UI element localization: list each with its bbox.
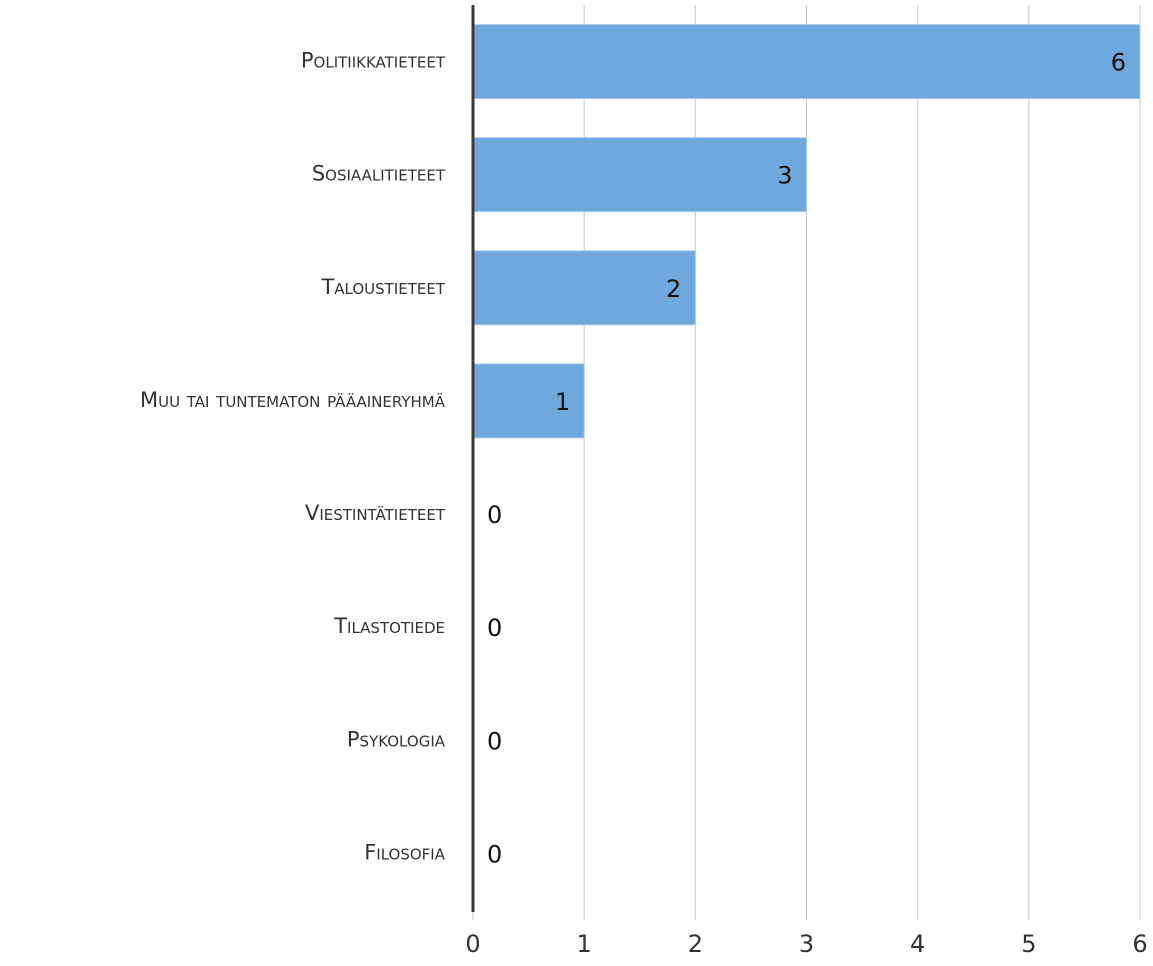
data-label: 2 — [666, 275, 681, 303]
data-label: 1 — [555, 388, 570, 416]
x-tick-label: 6 — [1132, 930, 1147, 958]
bar — [472, 250, 696, 326]
x-tick-label: 2 — [688, 930, 703, 958]
y-tick-label: Tilastotiede — [333, 614, 445, 638]
y-tick-label: Sosiaalitieteet — [312, 162, 446, 186]
data-label: 0 — [487, 501, 502, 529]
data-label: 6 — [1111, 49, 1126, 77]
x-tick-label: 0 — [465, 930, 480, 958]
data-label: 0 — [487, 614, 502, 642]
data-label: 0 — [487, 727, 502, 755]
y-tick-label: Viestintätieteet — [305, 501, 446, 525]
y-tick-label: Psykologia — [347, 727, 446, 751]
x-tick-label: 1 — [577, 930, 592, 958]
y-tick-label: Politiikkatieteet — [301, 49, 446, 73]
bar — [472, 24, 1141, 100]
y-tick-label: Filosofia — [364, 840, 446, 864]
data-label: 3 — [777, 162, 792, 190]
y-tick-label: Muu tai tuntematon pääaineryhmä — [140, 388, 446, 412]
data-label: 0 — [487, 840, 502, 868]
x-tick-label: 4 — [910, 930, 925, 958]
x-tick-label: 3 — [799, 930, 814, 958]
x-tick-label: 5 — [1021, 930, 1036, 958]
bar — [472, 137, 807, 213]
y-tick-label: Taloustieteet — [320, 275, 445, 299]
